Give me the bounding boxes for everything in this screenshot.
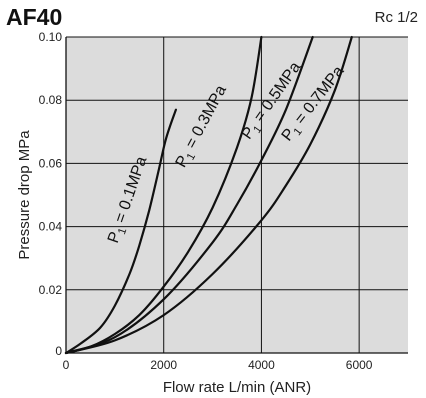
y-tick-label-4: 0.10 bbox=[39, 30, 63, 44]
curve-p1-0-3mpa bbox=[64, 35, 263, 355]
x-tick-label-1: 2000 bbox=[150, 358, 177, 372]
y-tick-label-2: 0.06 bbox=[39, 156, 63, 170]
tick-labels: 0 2000 4000 6000 0.02 0.04 0.06 0.08 0.10 0 bbox=[39, 30, 373, 372]
curve-p1-0-5mpa bbox=[64, 35, 314, 355]
port-size-label: Rc 1/2 bbox=[374, 9, 418, 26]
y-tick-label-0: 0.02 bbox=[39, 283, 63, 297]
y-axis-title: Pressure drop MPa bbox=[16, 130, 33, 260]
x-tick-label-2: 4000 bbox=[248, 358, 275, 372]
x-tick-label-3: 6000 bbox=[346, 358, 373, 372]
y-tick-label-zero: 0 bbox=[55, 344, 62, 358]
x-tick-label-0: 0 bbox=[63, 358, 70, 372]
curve-p1-0-1mpa bbox=[64, 108, 177, 355]
model-title: AF40 bbox=[6, 4, 63, 30]
y-tick-label-3: 0.08 bbox=[39, 93, 63, 107]
curves bbox=[64, 35, 353, 355]
plot-area bbox=[66, 37, 408, 353]
y-tick-label-1: 0.04 bbox=[39, 220, 63, 234]
curve-p1-0-7mpa bbox=[64, 35, 353, 355]
x-axis-title: Flow rate L/min (ANR) bbox=[163, 379, 311, 396]
